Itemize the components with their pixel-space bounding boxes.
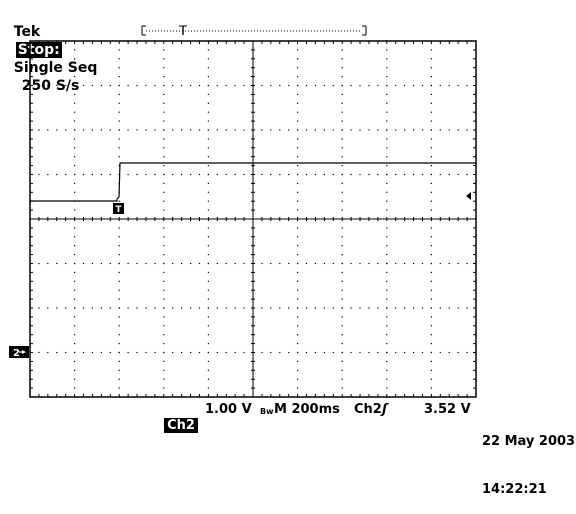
ch2-waveform: [30, 162, 476, 202]
graticule-center-ticks: [30, 41, 476, 398]
graticule-grid: [38, 49, 468, 398]
timebase-readout: M 200ms: [274, 402, 340, 417]
trigger-source-readout: Ch2: [354, 402, 382, 417]
trigger-slope-icon: ʃ: [382, 402, 388, 417]
brand-label: Tek: [13, 24, 41, 40]
trigger-point-marker: T: [113, 203, 124, 215]
scope-screen: T 2: [9, 40, 477, 398]
channel-readout: Ch2: [155, 402, 198, 434]
date-label: 22 May 2003: [482, 434, 576, 449]
acquisition-state-badge: Stop:: [15, 42, 62, 58]
svg-text:T: T: [115, 205, 122, 215]
svg-text:2: 2: [13, 348, 20, 359]
trigger-level-arrow: [466, 192, 471, 200]
scope-header: Tek Stop: Single Seq 250 S/s: [4, 5, 98, 95]
trigger-level-readout: 3.52 V: [424, 402, 471, 417]
record-position-bar: [141, 25, 367, 36]
volts-per-div-readout: 1.00 V: [205, 402, 252, 417]
bandwidth-limit-icon: Bw: [260, 407, 274, 416]
record-bracket: [141, 25, 367, 36]
sample-rate: 250 S/s: [21, 78, 80, 94]
record-trigger-marker: [179, 25, 187, 35]
ch2-ground-marker: 2: [9, 346, 29, 359]
time-label: 14:22:21: [482, 482, 547, 497]
timestamp: 22 May 2003 14:22:21: [482, 402, 575, 514]
acquisition-mode: Single Seq: [13, 60, 98, 76]
channel-label-box: Ch2: [164, 418, 198, 433]
